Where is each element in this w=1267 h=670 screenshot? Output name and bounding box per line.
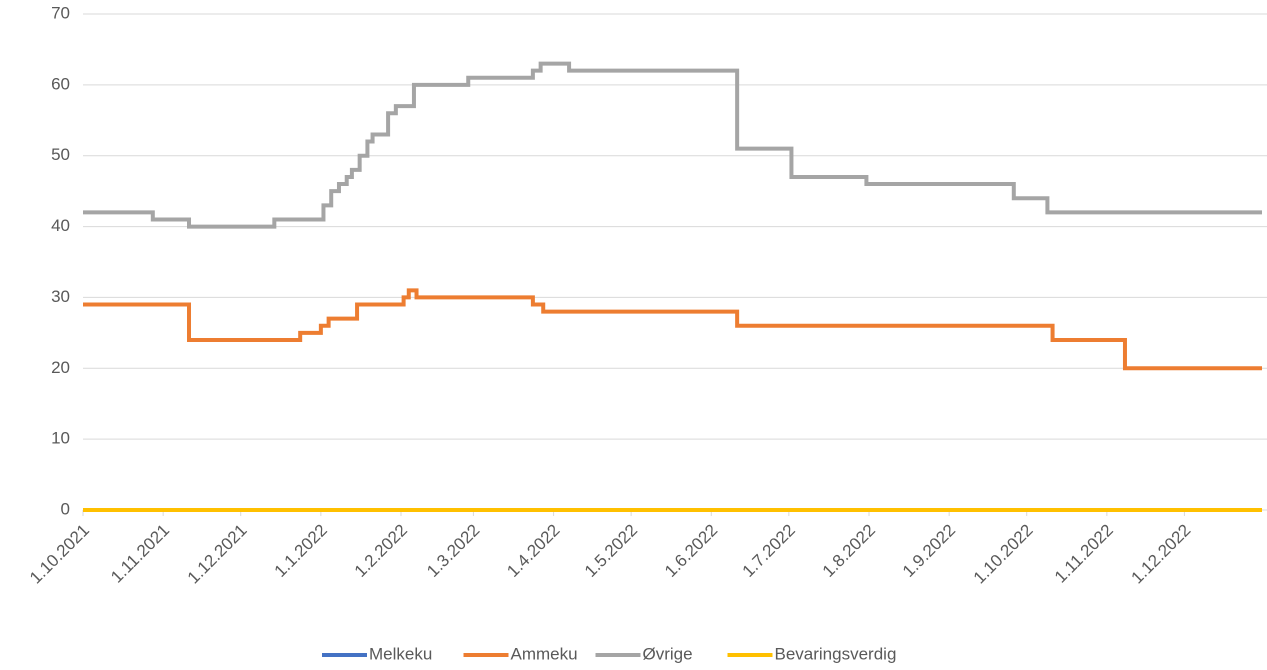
legend-label: Ammeku [511, 644, 578, 663]
legend-label: Øvrige [643, 644, 693, 663]
legend-label: Melkeku [369, 644, 432, 663]
legend-label: Bevaringsverdig [775, 644, 897, 663]
series-line [83, 61, 1262, 229]
y-tick-label: 50 [51, 145, 70, 164]
x-tick-label: 1.4.2022 [503, 521, 563, 581]
x-tick-label: 1.10.2021 [26, 521, 93, 588]
x-tick-label: 1.8.2022 [819, 521, 879, 581]
x-tick-label: 1.11.2021 [107, 521, 173, 587]
x-tick-label: 1.5.2022 [581, 521, 641, 581]
x-tick-label: 1.12.2021 [184, 521, 251, 588]
x-tick-label: 1.10.2022 [970, 521, 1037, 588]
x-tick-label: 1.3.2022 [423, 521, 483, 581]
y-tick-label: 20 [51, 358, 70, 377]
y-tick-label: 10 [51, 429, 70, 448]
x-tick-label: 1.6.2022 [661, 521, 721, 581]
x-tick-label: 1.7.2022 [739, 521, 799, 581]
x-tick-label: 1.1.2022 [271, 521, 331, 581]
series-line [83, 288, 1262, 371]
y-tick-label: 40 [51, 216, 70, 235]
x-tick-label: 1.2.2022 [351, 521, 411, 581]
x-tick-label: 1.9.2022 [899, 521, 959, 581]
y-tick-label: 70 [51, 3, 70, 22]
y-tick-label: 30 [51, 287, 70, 306]
x-tick-label: 1.12.2022 [1128, 521, 1195, 588]
y-tick-label: 0 [61, 499, 70, 518]
y-tick-label: 60 [51, 74, 70, 93]
x-tick-label: 1.11.2022 [1051, 521, 1117, 587]
